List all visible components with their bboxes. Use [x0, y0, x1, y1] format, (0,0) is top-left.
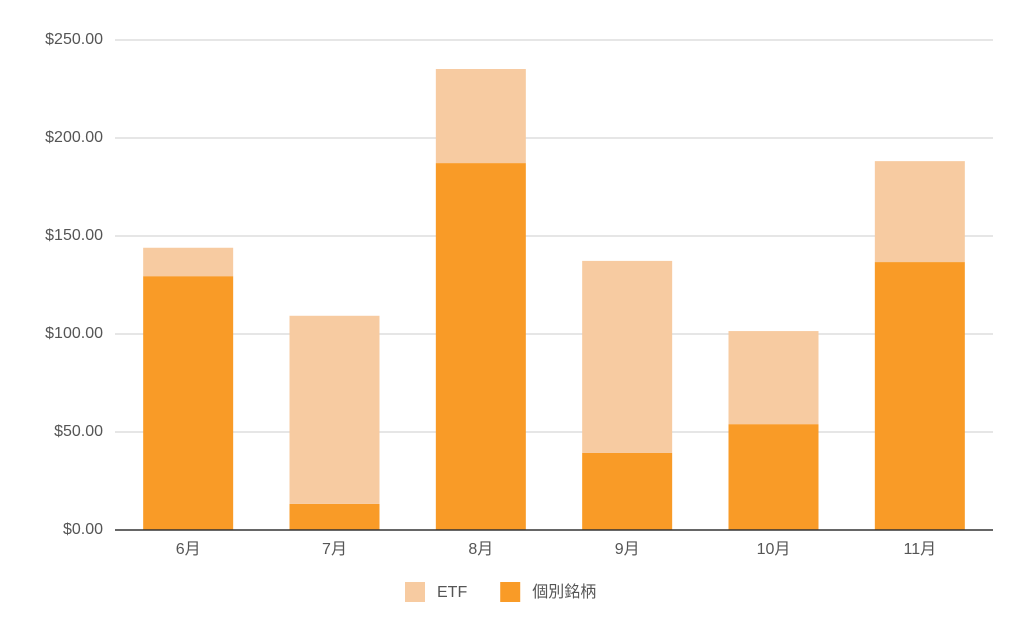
bar-segment — [582, 260, 673, 453]
y-tick-label: $150.00 — [45, 227, 103, 244]
y-tick-label: $200.00 — [45, 129, 103, 146]
y-tick-label: $250.00 — [45, 31, 103, 48]
x-tick-label: 7月 — [322, 541, 347, 558]
legend-label: 個別銘柄 — [532, 583, 596, 601]
bar-segment — [435, 163, 526, 530]
x-tick-label: 11月 — [904, 541, 937, 558]
bar-segment — [874, 262, 965, 530]
bar-segment — [582, 452, 673, 530]
bar-segment — [874, 161, 965, 263]
legend-label: ETF — [437, 584, 467, 601]
x-tick-label: 9月 — [615, 541, 640, 558]
y-tick-label: $100.00 — [45, 325, 103, 342]
x-tick-label: 6月 — [176, 541, 201, 558]
bar-segment — [143, 276, 234, 530]
legend-swatch — [500, 582, 521, 602]
x-tick-label: 8月 — [468, 541, 493, 558]
x-tick-label: 10月 — [757, 541, 791, 558]
y-tick-label: $0.00 — [63, 521, 103, 538]
bar-segment — [728, 424, 819, 530]
bar-segment — [143, 247, 234, 277]
legend-swatch — [405, 582, 425, 602]
bar-segment — [289, 503, 380, 530]
bar-segment — [728, 331, 819, 425]
y-tick-label: $50.00 — [54, 423, 103, 440]
bar-segment — [289, 315, 380, 504]
bar-segment — [435, 69, 526, 164]
